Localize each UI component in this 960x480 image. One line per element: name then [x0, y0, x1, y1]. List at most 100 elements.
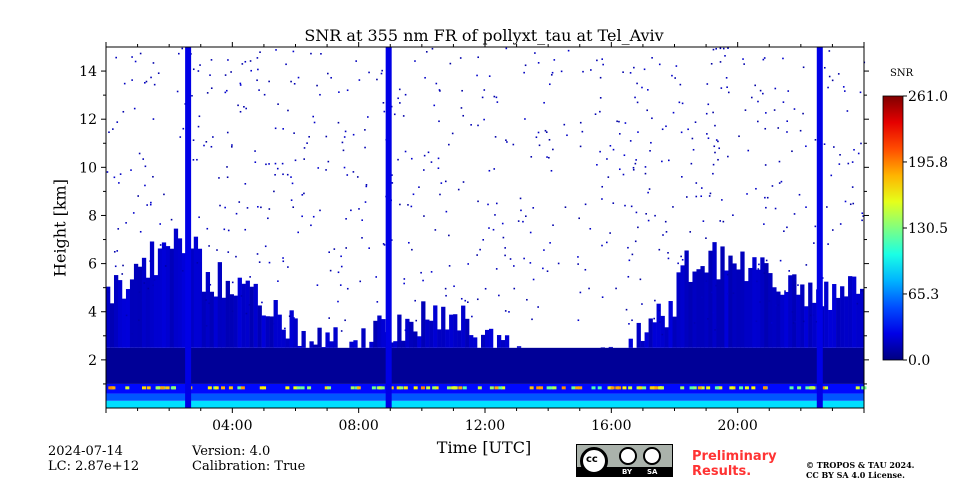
signal-column	[465, 318, 470, 348]
noise-point	[552, 224, 554, 227]
noise-point	[244, 60, 247, 63]
signal-column	[413, 331, 418, 348]
noise-point	[780, 180, 783, 183]
noise-point	[438, 89, 441, 91]
noise-point	[230, 71, 232, 73]
noise-point	[672, 111, 675, 114]
noise-point	[815, 320, 818, 323]
noise-point	[375, 276, 378, 278]
noise-point	[641, 86, 643, 89]
noise-point	[274, 173, 276, 176]
enhanced-speckle	[165, 386, 170, 390]
noise-point	[639, 278, 642, 281]
noise-point	[566, 134, 568, 137]
signal-column	[441, 306, 446, 348]
noise-point	[152, 62, 155, 64]
noise-point	[149, 203, 152, 206]
enhanced-speckle	[861, 386, 866, 390]
noise-point	[404, 93, 407, 96]
signal-column	[281, 329, 286, 348]
noise-point	[579, 291, 582, 294]
noise-point	[488, 169, 491, 172]
noise-point	[164, 265, 167, 267]
noise-point	[343, 166, 346, 169]
signal-column	[169, 248, 175, 348]
noise-point	[459, 57, 462, 59]
footer-calibration: Calibration: True	[192, 459, 306, 474]
noise-point	[531, 318, 533, 321]
noise-point	[777, 127, 780, 129]
signal-column	[165, 246, 171, 348]
enhanced-speckle	[597, 386, 602, 390]
cc-license-badge: cc BY SA	[576, 444, 673, 477]
signal-column	[397, 314, 402, 348]
noise-point	[297, 231, 299, 234]
enhanced-speckle	[296, 386, 301, 390]
signal-column	[213, 296, 219, 348]
noise-point	[399, 203, 401, 206]
noise-point	[273, 190, 275, 193]
noise-point	[248, 304, 251, 306]
signal-column	[656, 303, 661, 348]
noise-point	[230, 146, 233, 148]
noise-point	[756, 280, 758, 283]
signal-column	[708, 250, 713, 348]
noise-point	[746, 193, 748, 195]
enhanced-speckle	[399, 386, 404, 390]
noise-point	[765, 206, 767, 209]
noise-point	[338, 91, 340, 93]
signal-column	[692, 271, 697, 348]
noise-point	[303, 158, 305, 160]
noise-point	[679, 83, 682, 86]
signal-column	[672, 316, 677, 348]
noise-point	[403, 282, 405, 285]
noise-point	[667, 252, 669, 254]
noise-point	[131, 332, 133, 335]
signal-column	[796, 294, 801, 348]
noise-point	[457, 188, 460, 191]
signal-column	[361, 328, 366, 348]
signal-column	[792, 274, 797, 348]
enhanced-speckle	[607, 386, 612, 390]
noise-point	[391, 174, 393, 176]
signal-column	[748, 267, 753, 348]
noise-point	[197, 70, 200, 72]
noise-point	[134, 60, 137, 63]
signal-column	[225, 280, 230, 348]
noise-point	[216, 249, 218, 251]
noise-point	[546, 156, 548, 158]
noise-point	[344, 130, 347, 133]
noise-point	[577, 256, 579, 258]
signal-column	[776, 291, 781, 348]
signal-column	[652, 322, 657, 348]
signal-column	[744, 281, 749, 348]
noise-point	[153, 83, 156, 86]
enhanced-speckle	[739, 386, 744, 390]
noise-point	[267, 217, 269, 220]
noise-point	[839, 153, 841, 156]
noise-point	[844, 200, 847, 203]
noise-point	[341, 141, 344, 144]
enhanced-speckle	[615, 386, 620, 390]
noise-point	[422, 279, 424, 282]
noise-point	[125, 314, 128, 317]
noise-point	[477, 200, 479, 203]
signal-column	[664, 327, 669, 348]
noise-point	[368, 71, 370, 74]
signal-column	[321, 347, 326, 348]
noise-point	[742, 58, 744, 60]
noise-point	[649, 150, 651, 152]
signal-column	[137, 266, 143, 348]
license-by-label: BY	[622, 468, 633, 476]
enhanced-speckle	[692, 386, 697, 390]
noise-point	[287, 109, 289, 112]
signal-column	[421, 301, 426, 348]
noise-point	[705, 112, 708, 115]
noise-point	[282, 173, 284, 176]
noise-point	[504, 247, 506, 249]
noise-point	[612, 148, 615, 151]
noise-point	[502, 236, 505, 239]
noise-point	[330, 76, 332, 79]
noise-point	[258, 261, 261, 263]
noise-point	[481, 96, 484, 99]
